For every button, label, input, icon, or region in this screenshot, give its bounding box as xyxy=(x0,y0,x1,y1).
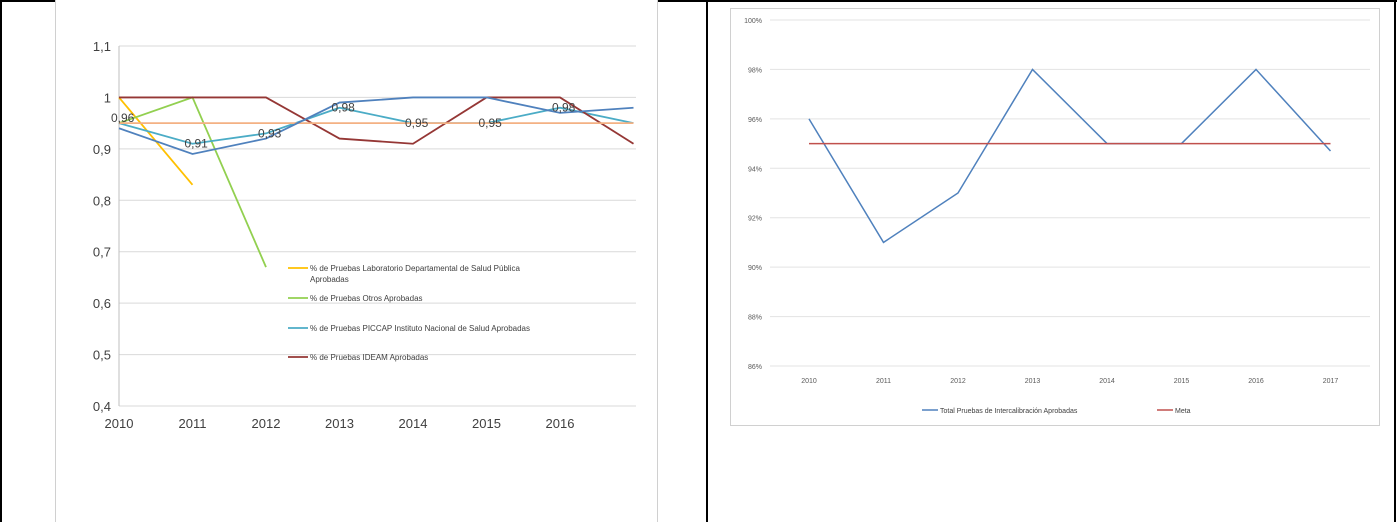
legend-label: % de Pruebas IDEAM Aprobadas xyxy=(310,353,428,362)
table-top-border xyxy=(0,0,1397,2)
y-tick-label: 1,1 xyxy=(93,39,111,54)
x-tick-label: 2016 xyxy=(1248,378,1264,385)
y-tick-label: 88% xyxy=(748,315,762,322)
legend-label: % de Pruebas Laboratorio Departamental d… xyxy=(310,264,520,284)
legend-label: % de Pruebas PICCAP Instituto Nacional d… xyxy=(310,324,530,333)
series-line xyxy=(119,96,634,145)
y-tick-label: 0,5 xyxy=(93,348,111,363)
y-tick-label: 0,6 xyxy=(93,296,111,311)
x-tick-label: 2011 xyxy=(876,378,891,385)
x-tick-label: 2010 xyxy=(801,378,817,385)
x-tick-label: 2013 xyxy=(325,416,354,431)
legend-label: Meta xyxy=(1175,408,1191,415)
series-line xyxy=(808,68,1332,244)
data-label: 0,91 xyxy=(185,137,209,151)
y-tick-label: 0,4 xyxy=(93,399,111,414)
x-tick-label: 2011 xyxy=(179,416,207,431)
data-label: 0,95 xyxy=(405,116,429,130)
table-left-border xyxy=(0,0,2,522)
data-label: 0,98 xyxy=(332,101,356,115)
y-tick-label: 98% xyxy=(748,67,762,74)
y-tick-label: 0,8 xyxy=(93,193,111,208)
x-tick-label: 2012 xyxy=(252,416,281,431)
legend-label: Total Pruebas de Intercalibración Aproba… xyxy=(940,408,1078,415)
x-tick-label: 2012 xyxy=(950,378,966,385)
y-tick-label: 0,9 xyxy=(93,142,111,157)
data-label: 0,98 xyxy=(552,101,576,115)
x-tick-label: 2017 xyxy=(1323,378,1339,385)
table-right-border xyxy=(1394,0,1396,522)
right-chart-frame xyxy=(730,8,1380,426)
x-tick-label: 2015 xyxy=(472,416,501,431)
legend-label: % de Pruebas Otros Aprobadas xyxy=(310,294,423,303)
data-label: 0,93 xyxy=(258,126,282,140)
x-tick-label: 2010 xyxy=(105,416,134,431)
left-chart-frame xyxy=(55,0,658,522)
y-tick-label: 92% xyxy=(748,216,762,223)
y-tick-label: 0,7 xyxy=(93,245,111,260)
y-tick-label: 100% xyxy=(744,18,762,25)
x-tick-label: 2015 xyxy=(1174,378,1190,385)
y-tick-label: 1 xyxy=(104,90,111,105)
x-tick-label: 2013 xyxy=(1025,378,1041,385)
data-label: 0,96 xyxy=(111,111,135,125)
y-tick-label: 86% xyxy=(748,364,762,371)
y-tick-label: 94% xyxy=(748,166,762,173)
x-tick-label: 2016 xyxy=(546,416,575,431)
y-tick-label: 96% xyxy=(748,117,762,124)
x-tick-label: 2014 xyxy=(399,416,428,431)
table-middle-border xyxy=(706,0,708,522)
data-label: 0,95 xyxy=(479,116,503,130)
series-line xyxy=(118,96,634,155)
x-tick-label: 2014 xyxy=(1099,378,1115,385)
y-tick-label: 90% xyxy=(748,265,762,272)
